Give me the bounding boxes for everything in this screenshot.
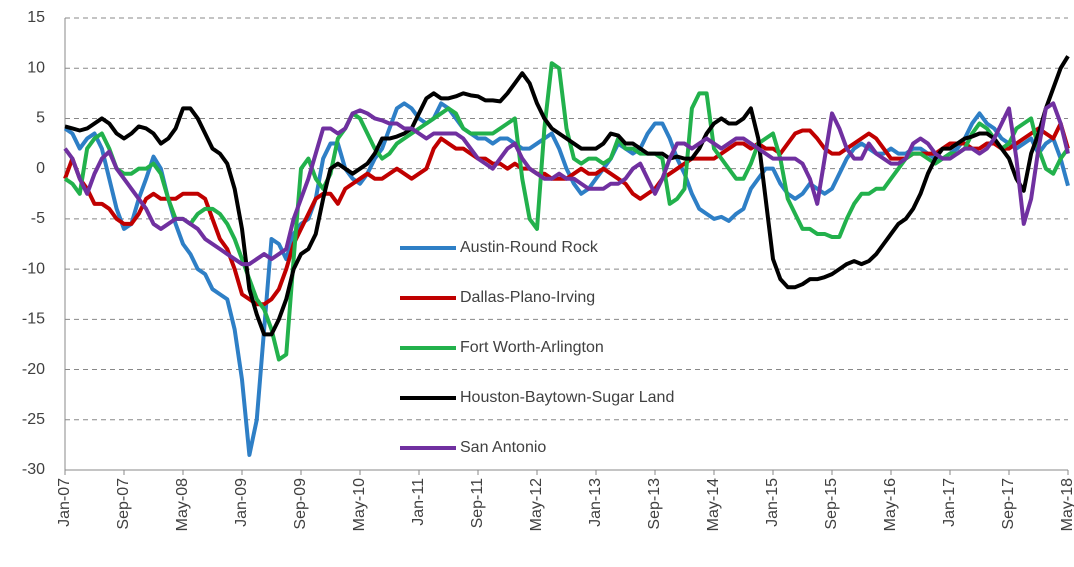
x-tick-label: May-16 — [882, 478, 899, 531]
legend-label: Dallas-Plano-Irving — [460, 289, 595, 306]
x-tick-label: May-12 — [528, 478, 545, 531]
series-line — [63, 61, 1070, 362]
x-tick-label: Jan-17 — [941, 478, 958, 527]
y-tick-label: 10 — [27, 59, 45, 76]
legend-label: Houston-Baytown-Sugar Land — [460, 389, 674, 406]
y-tick-label: -20 — [22, 361, 45, 378]
y-tick-label: 5 — [36, 110, 45, 127]
x-tick-label: Sep-09 — [292, 478, 309, 530]
x-tick-label: Jan-07 — [56, 478, 73, 527]
legend-label: Austin-Round Rock — [460, 239, 599, 256]
x-tick-label: Sep-07 — [115, 478, 132, 530]
x-tick-label: May-08 — [174, 478, 191, 531]
y-tick-label: -30 — [22, 461, 45, 478]
y-tick-label: 15 — [27, 9, 45, 26]
x-tick-label: May-18 — [1059, 478, 1074, 531]
x-tick-label: Sep-17 — [1000, 478, 1017, 530]
x-tick-label: Sep-11 — [469, 478, 486, 529]
y-tick-label: -15 — [22, 311, 45, 328]
y-tick-label: -25 — [22, 411, 45, 428]
x-tick-label: Sep-13 — [646, 478, 663, 530]
y-tick-label: -10 — [22, 260, 45, 277]
x-tick-label: Jan-13 — [587, 478, 604, 527]
y-tick-label: -5 — [31, 210, 45, 227]
x-tick-label: May-14 — [705, 478, 722, 531]
series-line — [63, 101, 1070, 267]
x-tick-label: Jan-09 — [233, 478, 250, 527]
legend-label: Fort Worth-Arlington — [460, 339, 604, 356]
series-line — [64, 55, 1070, 337]
x-tick-label: May-10 — [351, 478, 368, 531]
y-tick-label: 0 — [36, 160, 45, 177]
legend-label: San Antonio — [460, 439, 546, 456]
x-tick-label: Jan-15 — [764, 478, 781, 527]
x-tick-label: Sep-15 — [823, 478, 840, 530]
x-tick-label: Jan-11 — [410, 478, 427, 526]
series-line — [63, 101, 1070, 457]
